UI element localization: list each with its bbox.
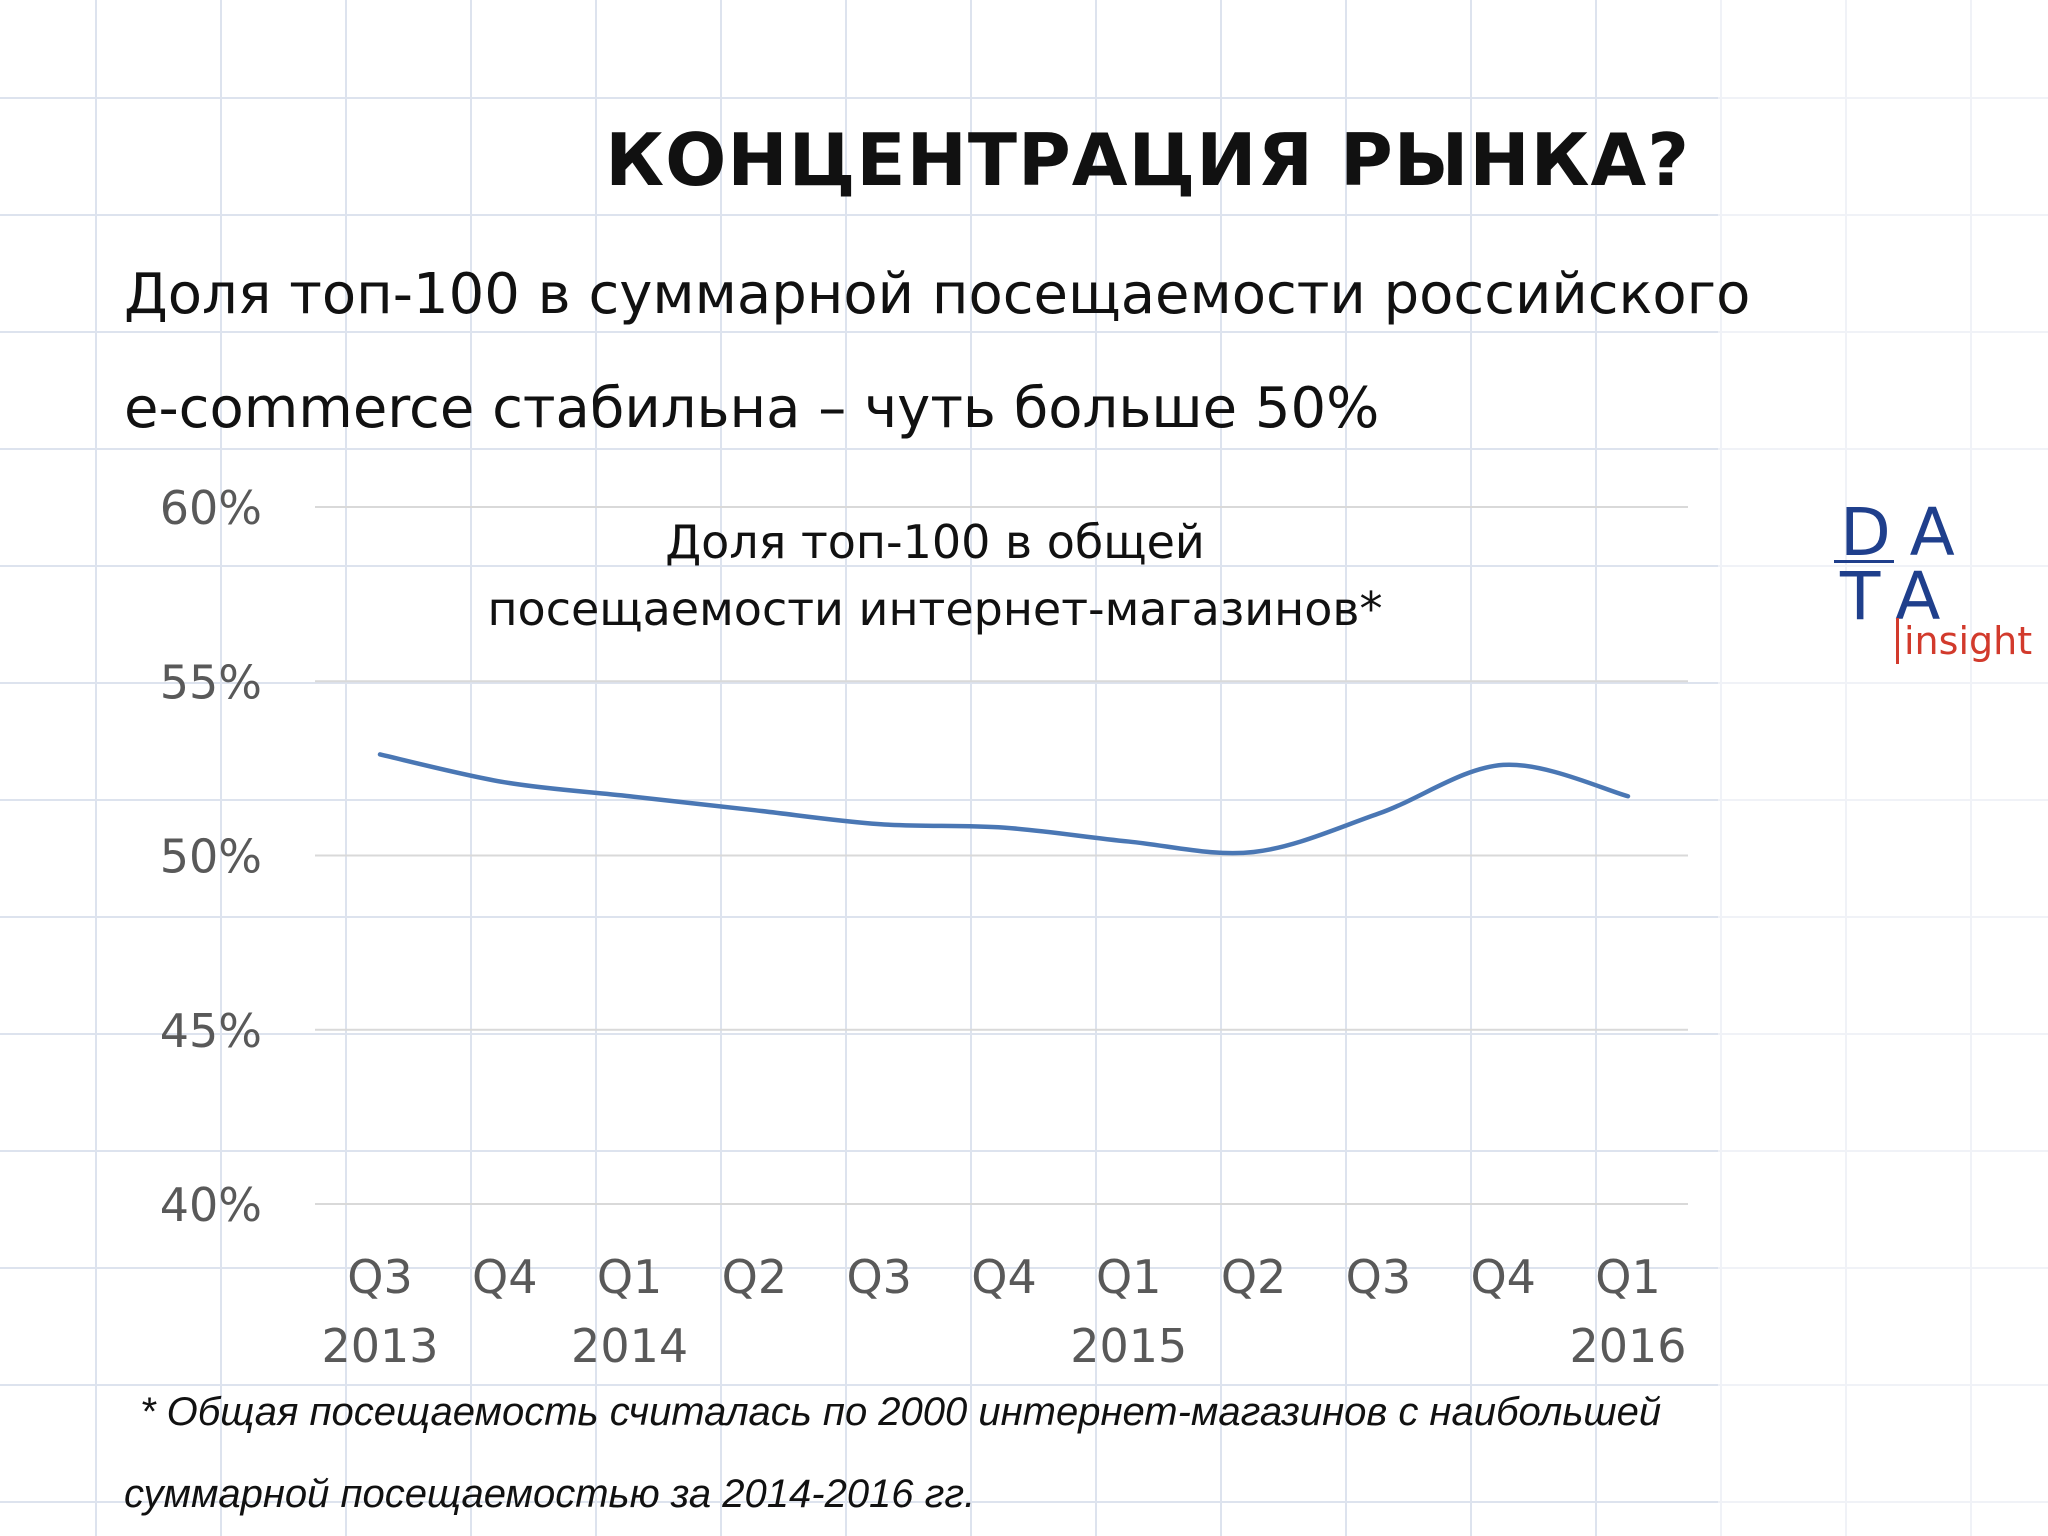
y-tick-label: 40% xyxy=(160,1178,262,1232)
x-tick-quarter: Q3 xyxy=(846,1250,911,1304)
data-insight-logo: DA TA insight xyxy=(1834,500,2044,670)
slide-title: КОНЦЕНТРАЦИЯ РЫНКА? xyxy=(605,118,1690,202)
x-tick-quarter: Q1 xyxy=(1096,1250,1161,1304)
x-tick-quarter: Q4 xyxy=(1470,1250,1535,1304)
logo-divider xyxy=(1834,560,1894,563)
x-tick-quarter: Q2 xyxy=(722,1250,787,1304)
x-tick-quarter: Q3 xyxy=(347,1250,412,1304)
x-tick-quarter: Q3 xyxy=(1346,1250,1411,1304)
x-tick-year: 2015 xyxy=(1070,1319,1187,1373)
chart-title-line2: посещаемости интернет-магазинов* xyxy=(487,582,1382,636)
logo-text-insight: insight xyxy=(1904,619,2033,663)
x-tick-quarter: Q2 xyxy=(1221,1250,1286,1304)
chart-gridlines xyxy=(315,506,1688,1205)
y-tick-label: 55% xyxy=(160,655,262,709)
x-tick-year: 2014 xyxy=(571,1319,688,1373)
x-tick-year: 2013 xyxy=(321,1319,438,1373)
chart-x-axis: Q3 2013 Q4 Q1 2014 Q2 Q3 Q4 Q1 2015 Q2 Q3 Q4 Q1 2016 xyxy=(321,1250,1686,1373)
logo-text-da: DA xyxy=(1840,494,1975,571)
footnote-line1: * Общая посещаемость считалась по 2000 и… xyxy=(140,1390,1662,1434)
logo-text-ta: TA xyxy=(1840,558,1961,635)
x-tick-quarter: Q1 xyxy=(597,1250,662,1304)
slide-subtitle-line2: e-commerce стабильна – чуть больше 50% xyxy=(124,376,1380,441)
x-tick-year: 2016 xyxy=(1569,1319,1686,1373)
chart-y-axis: 40% 45% 50% 55% 60% xyxy=(160,481,262,1232)
background-fade xyxy=(1718,0,2048,1536)
y-tick-label: 45% xyxy=(160,1004,262,1058)
x-tick-quarter: Q1 xyxy=(1595,1250,1660,1304)
x-tick-quarter: Q4 xyxy=(971,1250,1036,1304)
x-tick-quarter: Q4 xyxy=(472,1250,537,1304)
chart-title-line1: Доля топ-100 в общей xyxy=(665,515,1205,569)
slide-subtitle-line1: Доля топ-100 в суммарной посещаемости ро… xyxy=(124,262,1751,327)
logo-accent-bar xyxy=(1896,618,1899,664)
y-tick-label: 50% xyxy=(160,830,262,884)
y-tick-label: 60% xyxy=(160,481,262,535)
footnote-line2: суммарной посещаемостью за 2014-2016 гг. xyxy=(124,1472,976,1516)
chart-series-line xyxy=(377,752,1631,856)
